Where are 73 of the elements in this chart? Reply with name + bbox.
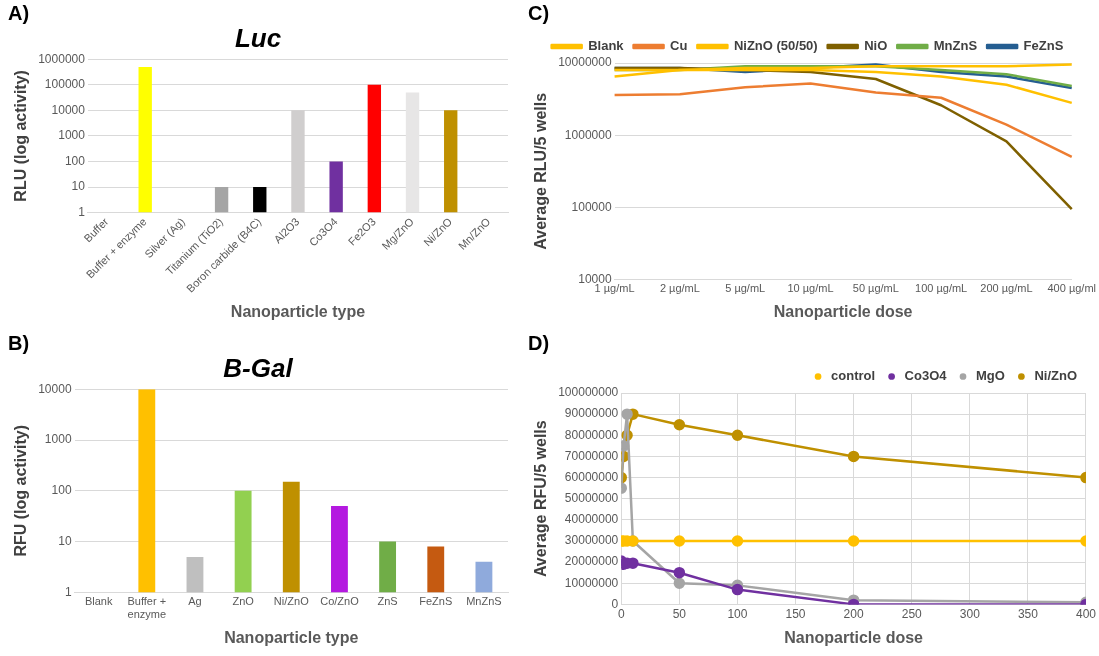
x-tick-label: Ni/ZnO [273, 595, 310, 608]
y-tick-label: 40000000 [564, 512, 619, 527]
x-tick-label: ZnO [232, 595, 255, 608]
x-tick-label: 100 [727, 606, 748, 621]
y-tick-label: 100000000 [558, 385, 619, 400]
y-axis-title: Average RFU/5 wells [532, 420, 550, 578]
y-tick-label: 10 [71, 179, 86, 194]
x-tick-label: Blank [84, 595, 113, 608]
y-tick-label: 20000000 [564, 554, 619, 569]
x-tick-label: 200 [843, 606, 864, 621]
text: B) [8, 332, 30, 355]
legend-label: NiZnO (50/50) [733, 38, 818, 54]
x-tick-label: Ag [188, 595, 202, 608]
x-tick-label: 300 [959, 606, 981, 621]
x-tick-label: Buffer + enzyme [127, 595, 167, 621]
x-tick-label: 400 [1075, 606, 1097, 621]
y-tick-label: 1000000 [38, 51, 86, 66]
chart-title: Luc [234, 22, 282, 53]
x-tick-label: 400 µg/ml [1047, 282, 1096, 295]
x-tick-label: 150 [785, 606, 806, 621]
x-tick-label: ZnS [377, 595, 398, 608]
y-tick-label: 10000000 [558, 55, 612, 70]
x-tick-label: 50 µg/mL [852, 282, 899, 295]
y-tick-label: 10000 [38, 381, 72, 396]
text: C) [528, 2, 550, 25]
x-tick-label: 50 [672, 606, 687, 621]
x-axis-title: Nanoparticle dose [773, 302, 913, 320]
y-axis-title: Average RLU/5 wells [532, 92, 550, 250]
y-tick-label: 100 [64, 153, 86, 168]
x-tick-label: 200 µg/mL [980, 282, 1033, 295]
legend-label: FeZnS [1023, 38, 1064, 54]
legend-label: Cu [670, 38, 688, 54]
y-tick-label: 10 [58, 533, 72, 548]
y-tick-label: 70000000 [564, 448, 619, 463]
text: A) [8, 2, 30, 25]
x-tick-label: Co/ZnO [320, 595, 360, 608]
x-tick-label: 100 µg/mL [915, 282, 968, 295]
x-tick-label: 250 [901, 606, 923, 621]
y-tick-label: 30000000 [564, 533, 619, 548]
y-tick-label: 80000000 [564, 427, 619, 442]
chart-title: B-Gal [223, 352, 294, 383]
y-tick-label: 1 [64, 584, 72, 599]
x-tick-label: 2 µg/mL [659, 282, 700, 295]
x-tick-label: MnZnS [466, 595, 502, 608]
legend-label: Blank [588, 38, 625, 54]
y-tick-label: 60000000 [564, 469, 619, 484]
x-tick-label: 5 µg/mL [725, 282, 766, 295]
legend-label: MgO [976, 368, 1005, 384]
x-tick-label: 10 µg/mL [787, 282, 834, 295]
legend-label: MnZnS [933, 38, 978, 54]
text: D) [528, 332, 550, 355]
x-axis-title: Nanoparticle type [230, 302, 366, 320]
x-tick-label: FeZnS [419, 595, 453, 608]
legend-label: control [831, 368, 876, 384]
y-tick-label: 10000000 [564, 575, 619, 590]
legend-label: NiO [864, 38, 888, 54]
y-tick-label: 1000 [44, 432, 72, 447]
x-tick-label: 350 [1017, 606, 1039, 621]
y-tick-label: 10000 [51, 102, 86, 117]
y-tick-label: 100000 [44, 77, 86, 92]
y-tick-label: 50000000 [564, 491, 619, 506]
x-axis-title: Nanoparticle type [224, 628, 359, 646]
y-tick-label: 1000 [58, 128, 86, 143]
x-axis-title: Nanoparticle dose [784, 628, 924, 646]
legend-label: Co3O4 [904, 368, 948, 384]
y-tick-label: 1 [78, 204, 86, 219]
legend-label: Ni/ZnO [1034, 368, 1077, 384]
y-axis-title: RFU (log activity) [12, 425, 30, 557]
y-tick-label: 1000000 [564, 127, 612, 142]
y-tick-label: 100 [51, 483, 72, 498]
y-axis-title: RLU (log activity) [12, 70, 30, 202]
y-tick-label: 90000000 [564, 406, 619, 421]
y-tick-label: 100000 [571, 199, 612, 214]
